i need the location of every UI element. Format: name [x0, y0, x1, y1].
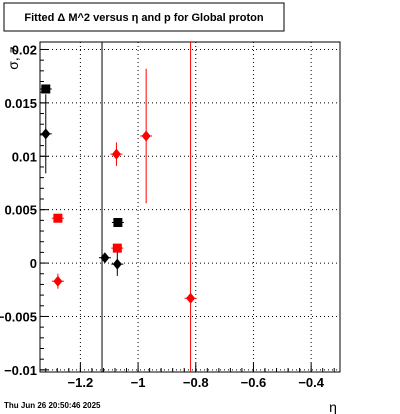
data-point	[39, 84, 52, 94]
plot-frame	[39, 41, 341, 373]
diamond-marker	[112, 258, 122, 270]
diamond-marker	[53, 275, 63, 287]
y-tick-label: 0.01	[12, 149, 37, 164]
x-tick-label: −1.2	[68, 375, 94, 390]
diamond-marker	[111, 148, 121, 160]
vertical-lines-layer	[101, 42, 192, 372]
square-marker	[113, 217, 123, 227]
diamond-marker	[100, 252, 110, 264]
x-tick-label: −0.4	[298, 375, 324, 390]
data-point	[110, 142, 123, 166]
diamond-marker	[141, 130, 151, 142]
timestamp-footer: Thu Jun 26 20:50:46 2025	[4, 401, 101, 410]
data-point	[51, 273, 64, 289]
diamond-marker	[41, 128, 51, 140]
y-tick-label: 0.02	[12, 42, 37, 57]
x-ticks-layer: −1.2 −1 −0.8 −0.6 −0.4	[45, 363, 335, 390]
data-point	[140, 68, 153, 204]
data-point	[111, 217, 124, 227]
square-marker	[112, 243, 122, 253]
y-tick-label: −0.01	[4, 363, 37, 378]
y-ticks-layer: −0.01 −0.005 0 0.005 0.01 0.015 0.02	[0, 42, 49, 378]
diamond-marker	[186, 292, 196, 304]
data-layer	[39, 68, 197, 304]
square-marker	[53, 213, 63, 223]
x-tick-label: −1	[131, 375, 146, 390]
x-axis-title: η	[329, 399, 337, 414]
data-point	[184, 292, 197, 304]
chart-title: Fitted Δ M^2 versus η and p for Global p…	[24, 12, 264, 24]
square-marker	[41, 84, 51, 94]
y-tick-label: 0	[30, 256, 37, 271]
data-point	[51, 213, 64, 223]
y-tick-label: 0.015	[4, 96, 37, 111]
y-axis-title: σ, z	[5, 46, 21, 69]
title-box	[3, 2, 285, 32]
data-point	[39, 94, 52, 174]
data-point	[111, 252, 124, 276]
x-tick-label: −0.8	[183, 375, 209, 390]
y-tick-label: −0.005	[0, 309, 37, 324]
y-tick-label: 0.005	[4, 203, 37, 218]
data-point	[98, 252, 111, 264]
x-tick-label: −0.6	[241, 375, 267, 390]
data-point	[111, 243, 124, 253]
